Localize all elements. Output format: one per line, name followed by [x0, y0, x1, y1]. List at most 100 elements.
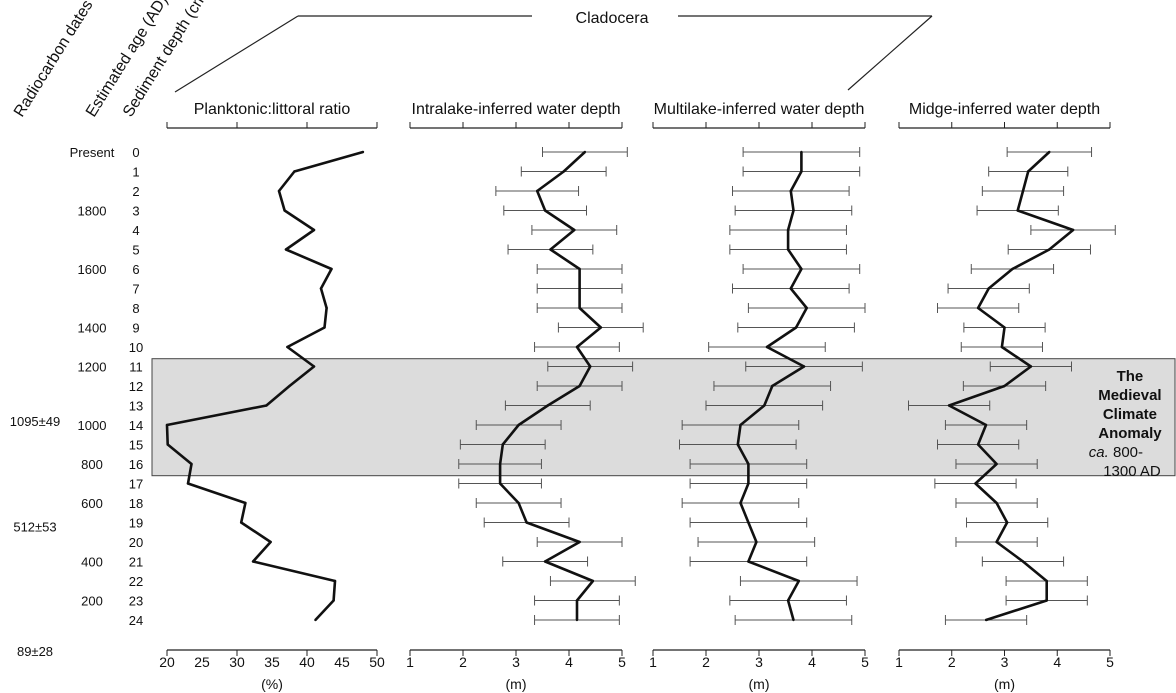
x-tick-label: 5 [618, 654, 626, 670]
data-point [765, 345, 769, 349]
radiocarbon-date-label: 512±53 [13, 519, 56, 534]
data-point [802, 365, 806, 368]
x-tick-label: 3 [1001, 654, 1009, 670]
group-bracket-diagonal-left [174, 15, 299, 93]
data-point [240, 521, 243, 524]
mca-label-line-1: The [1117, 368, 1144, 385]
radiocarbon-date-label: 89±28 [17, 644, 53, 659]
data-point [575, 345, 579, 349]
data-point [330, 267, 333, 271]
x-tick-label: 5 [861, 654, 869, 670]
panel-1: Planktonic:littoral ratio 20 25 30 35 40 45 50 (… [159, 101, 385, 692]
data-point [575, 599, 579, 602]
x-tick-label: 4 [1053, 654, 1061, 670]
data-point [800, 170, 803, 173]
data-point [995, 462, 998, 466]
data-point [332, 599, 335, 602]
estimated-age-label: 1800 [78, 204, 107, 219]
data-point [536, 189, 539, 193]
x-tick-label: 5 [1106, 654, 1114, 670]
depth-tick-label: 14 [129, 418, 143, 433]
depth-tick-label: 10 [129, 340, 143, 355]
depth-tick-label: 11 [129, 360, 143, 375]
depth-tick-label: 15 [129, 438, 143, 453]
data-point [1003, 326, 1006, 329]
x-tick-label: 35 [264, 654, 280, 670]
data-point [1071, 228, 1075, 232]
depth-tick-label: 18 [129, 496, 143, 511]
data-point [1045, 579, 1048, 583]
data-point [947, 404, 951, 407]
depth-tick-label: 22 [129, 574, 143, 589]
x-tick-label: 25 [194, 654, 210, 670]
depth-tick-label: 3 [132, 204, 139, 219]
x-axis-unit-label: (m) [749, 676, 770, 692]
x-tick-label: 30 [229, 654, 245, 670]
data-point [314, 618, 317, 622]
data-point [312, 365, 316, 368]
estimated-age-label: 1200 [78, 360, 107, 375]
data-point [800, 150, 803, 154]
depth-tick-label: 16 [129, 457, 143, 472]
data-point [578, 384, 581, 388]
mca-label-range-2: 1300 AD [1103, 463, 1161, 480]
data-point [786, 248, 790, 251]
data-point [251, 560, 255, 563]
mca-shaded-band [151, 358, 1176, 477]
data-point [976, 306, 980, 310]
data-point [190, 462, 193, 466]
data-point [319, 287, 323, 290]
data-point [575, 618, 579, 622]
mca-label-line-2: Medieval [1098, 387, 1161, 404]
data-point [323, 326, 326, 329]
panel-title: Multilake-inferred water depth [654, 101, 865, 118]
group-bracket-diagonal-right [847, 15, 933, 91]
data-point [583, 150, 587, 154]
data-point [747, 521, 750, 524]
data-point [578, 267, 581, 271]
x-axis-unit-label: (m) [994, 676, 1015, 692]
panel-title: Planktonic:littoral ratio [194, 101, 351, 118]
estimated-age-label: 1000 [78, 418, 107, 433]
data-point [599, 326, 602, 329]
estimated-age-label: 1600 [78, 262, 107, 277]
data-point [1003, 384, 1006, 388]
data-point [800, 267, 803, 271]
data-point [976, 443, 980, 446]
data-point [1021, 560, 1025, 563]
data-point [786, 599, 790, 602]
data-point [591, 579, 595, 583]
depth-tick-label: 9 [132, 321, 139, 336]
panel-2: Intralake-inferred water depth 1 2 3 4 5 (m) [406, 101, 644, 692]
data-point [974, 482, 977, 485]
data-point [269, 540, 272, 544]
data-point [562, 170, 565, 173]
depth-tick-label: 6 [132, 262, 139, 277]
data-point [498, 482, 502, 485]
depth-tick-label: 2 [132, 184, 139, 199]
depth-tick-label: 19 [129, 516, 143, 531]
data-point [546, 404, 549, 407]
data-point [293, 170, 296, 173]
depth-tick-label: 1 [132, 165, 139, 180]
x-tick-label: 3 [755, 654, 763, 670]
depth-tick-label: 8 [132, 301, 139, 316]
data-point [995, 501, 998, 505]
x-tick-label: 20 [159, 654, 175, 670]
depth-tick-label: 23 [129, 594, 143, 609]
data-point [739, 501, 742, 505]
data-point [1045, 599, 1048, 602]
data-point [747, 462, 750, 466]
x-tick-label: 1 [649, 654, 657, 670]
data-point [1005, 521, 1009, 524]
x-tick-label: 50 [369, 654, 385, 670]
x-tick-label: 1 [895, 654, 903, 670]
depth-tick-label: 0 [132, 145, 139, 160]
data-point [525, 521, 528, 524]
data-point [578, 540, 581, 544]
depth-tick-label: 12 [129, 379, 143, 394]
panel-3: Multilake-inferred water depth 1 2 3 4 5 (m) [649, 101, 869, 692]
data-point [1027, 170, 1030, 173]
